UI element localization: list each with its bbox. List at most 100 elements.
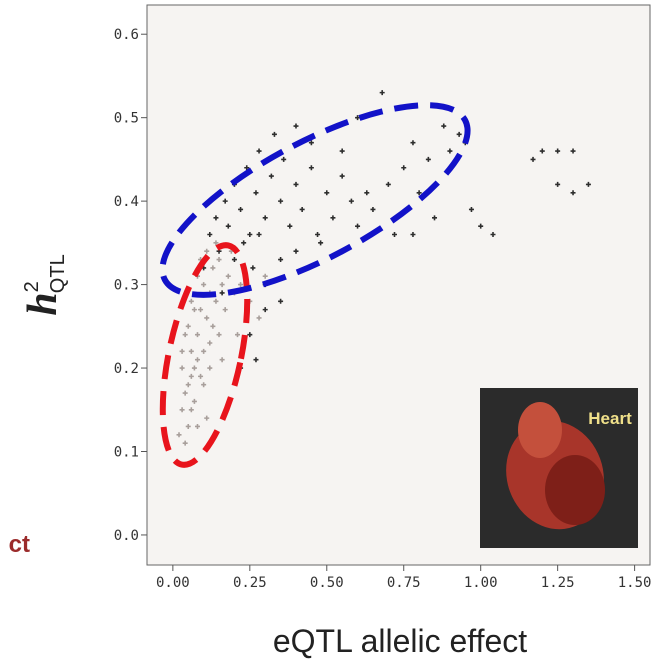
point [247,232,253,238]
point [191,307,197,313]
point [278,257,284,263]
point [213,298,219,304]
point [238,282,244,288]
point [213,215,219,221]
point [182,390,188,396]
inset-image: Heart [480,388,638,548]
point [191,365,197,371]
point [207,365,213,371]
point [207,340,213,346]
point [278,198,284,204]
point [271,131,277,137]
point [198,373,204,379]
point [253,357,259,363]
x-tick-label: 0.75 [387,575,421,591]
point [315,232,321,238]
y-tick-label: 0.5 [114,111,139,127]
point [225,273,231,279]
point [188,348,194,354]
point [281,156,287,162]
point [241,240,247,246]
point [204,248,210,254]
point [490,232,496,238]
point [185,423,191,429]
y-tick-label: 0.3 [114,278,139,294]
point [262,215,268,221]
points [176,90,591,446]
point [585,181,591,187]
point [355,223,361,229]
point [425,156,431,162]
point [385,181,391,187]
y-label-sub: QTL [47,254,69,293]
point [201,282,207,288]
point [401,165,407,171]
y-tick-label: 0.4 [114,194,139,210]
point [185,382,191,388]
point [456,131,462,137]
point [182,440,188,446]
point [555,181,561,187]
point [293,123,299,129]
highlight-ellipse [159,242,251,468]
point [201,348,207,354]
point [432,215,438,221]
point [222,198,228,204]
point [308,140,314,146]
point [194,423,200,429]
x-tick-label: 0.25 [233,575,267,591]
point [235,332,241,338]
point [339,148,345,154]
point [250,265,256,271]
point [188,298,194,304]
point [238,206,244,212]
point [262,273,268,279]
point [410,140,416,146]
point [391,232,397,238]
point [176,432,182,438]
point [210,323,216,329]
point [213,240,219,246]
point [447,148,453,154]
point [308,165,314,171]
x-tick-label: 1.25 [541,575,575,591]
point [219,357,225,363]
point [201,382,207,388]
point [256,148,262,154]
point [247,332,253,338]
point [530,156,536,162]
point [468,206,474,212]
heart-shape [518,402,562,458]
point [179,348,185,354]
point [188,373,194,379]
point [539,148,545,154]
point [194,332,200,338]
heart-shape [545,455,605,525]
side-text: ct [9,531,30,558]
point [219,282,225,288]
point [198,307,204,313]
point [478,223,484,229]
x-tick-label: 1.00 [464,575,498,591]
y-tick-label: 0.0 [114,528,139,544]
point [204,415,210,421]
point [570,148,576,154]
highlight-ellipse [159,102,471,298]
x-axis-label: eQTL allelic effect [273,623,527,659]
x-tick-label: 0.00 [156,575,190,591]
point [364,190,370,196]
y-axis-label: h2 QTL [20,254,69,315]
point [188,407,194,413]
point [324,190,330,196]
x-tick-label: 1.50 [618,575,652,591]
point [222,307,228,313]
point [416,190,422,196]
point [207,232,213,238]
y-tick-label: 0.6 [114,27,139,43]
point [293,248,299,254]
point [330,215,336,221]
point [293,181,299,187]
point [231,257,237,263]
point [318,240,324,246]
